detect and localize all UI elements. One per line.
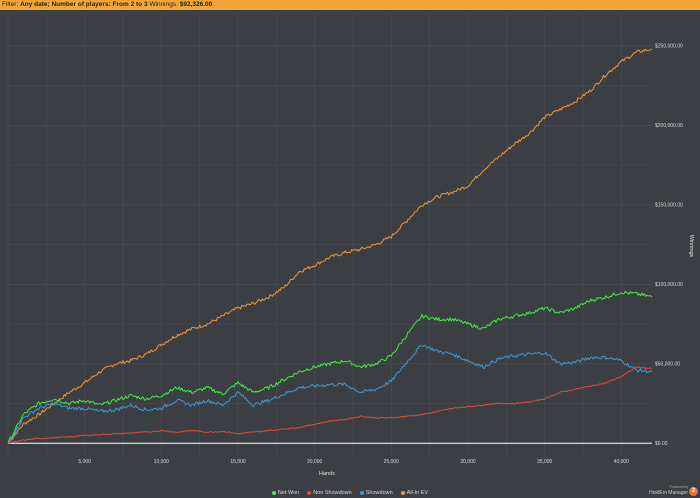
filter-text: Any date; Number of players: From 2 to 3 bbox=[20, 1, 148, 8]
legend-item[interactable]: Non Showdown bbox=[307, 490, 352, 496]
y-tick-label: $0.00 bbox=[655, 441, 668, 447]
legend-marker-icon bbox=[400, 490, 405, 495]
legend-item[interactable]: All-In EV bbox=[400, 489, 429, 496]
series-line-all-in-ev bbox=[7, 48, 653, 444]
legend-marker-icon bbox=[307, 490, 312, 495]
legend-label: Non Showdown bbox=[313, 489, 352, 496]
y-axis-title: Winnings bbox=[688, 235, 694, 258]
x-tick-labels: 5,000 10,000 15,000 20,000 25,000 30,000 35,00… bbox=[78, 459, 629, 465]
filter-prefix: Filter: bbox=[2, 1, 19, 8]
y-tick-label: $250,000.00 bbox=[655, 44, 683, 50]
series-line-net-won bbox=[7, 290, 653, 444]
powered-by-text: Powered by bbox=[669, 485, 688, 489]
x-tick-label: 5,000 bbox=[78, 459, 91, 465]
chart-legend: Net Won Non Showdown Showdown All-In EV bbox=[0, 487, 700, 498]
brand: Powered by HoldEm Manager bbox=[649, 484, 688, 496]
legend-label: Showdown bbox=[365, 489, 393, 496]
y-tick-labels: $0.00 $50,000.00 $100,000.00 $150,000.00 $20… bbox=[655, 44, 683, 447]
x-tick-label: 10,000 bbox=[154, 459, 170, 465]
y-tick-label: $150,000.00 bbox=[655, 203, 683, 209]
series-line-non-showdown bbox=[7, 366, 653, 444]
x-tick-label: 35,000 bbox=[537, 459, 553, 465]
x-tick-label: 25,000 bbox=[384, 459, 400, 465]
winnings-label: Winnings: bbox=[149, 1, 178, 8]
legend-item[interactable]: Net Won bbox=[271, 489, 300, 496]
grid-lines bbox=[7, 14, 652, 456]
winnings-value: $92,326.00 bbox=[179, 1, 213, 8]
legend-marker-icon bbox=[359, 490, 364, 495]
legend-label: Net Won bbox=[277, 489, 300, 496]
brand-name: HoldEm Manager bbox=[649, 490, 688, 496]
holdem-manager-logo-icon: 2 bbox=[689, 487, 698, 496]
x-axis-title: Hands bbox=[319, 471, 335, 477]
x-tick-label: 20,000 bbox=[307, 459, 323, 465]
legend-item[interactable]: Showdown bbox=[359, 489, 393, 496]
y-tick-label: $50,000.00 bbox=[655, 362, 680, 368]
legend-marker-icon bbox=[271, 490, 276, 495]
series-line-showdown bbox=[7, 344, 653, 444]
filter-bar: Filter: Any date; Number of players: Fro… bbox=[0, 0, 700, 10]
y-tick-label: $200,000.00 bbox=[655, 123, 683, 129]
x-tick-label: 30,000 bbox=[460, 459, 476, 465]
x-tick-label: 15,000 bbox=[230, 459, 246, 465]
y-tick-label: $100,000.00 bbox=[655, 282, 683, 288]
winnings-chart: 5,000 10,000 15,000 20,000 25,000 30,000 35,00… bbox=[7, 14, 694, 477]
x-tick-label: 40,000 bbox=[614, 459, 630, 465]
legend-label: All-In EV bbox=[406, 489, 429, 496]
series-lines bbox=[7, 48, 653, 444]
